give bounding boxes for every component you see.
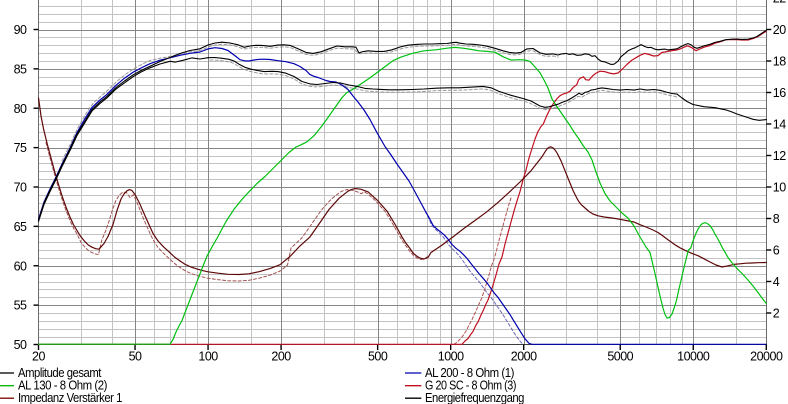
svg-text:18: 18 <box>773 55 786 69</box>
svg-text:14: 14 <box>773 118 786 132</box>
svg-text:1000: 1000 <box>438 349 464 363</box>
svg-text:55: 55 <box>14 299 27 313</box>
svg-text:10: 10 <box>773 181 786 195</box>
svg-text:4: 4 <box>773 275 780 289</box>
svg-text:500: 500 <box>368 349 388 363</box>
svg-text:12: 12 <box>773 149 786 163</box>
svg-text:2000: 2000 <box>511 349 537 363</box>
svg-text:20: 20 <box>773 23 786 37</box>
svg-text:100: 100 <box>198 349 218 363</box>
svg-text:65: 65 <box>14 220 27 234</box>
svg-text:90: 90 <box>14 23 27 37</box>
svg-text:50: 50 <box>129 349 142 363</box>
svg-text:16: 16 <box>773 86 786 100</box>
svg-text:10000: 10000 <box>677 349 710 363</box>
svg-text:5000: 5000 <box>607 349 633 363</box>
svg-text:2: 2 <box>773 307 780 321</box>
svg-text:60: 60 <box>14 259 27 273</box>
svg-text:AL 200 - 8 Ohm (1): AL 200 - 8 Ohm (1) <box>425 366 514 380</box>
svg-text:70: 70 <box>14 181 27 195</box>
svg-text:200: 200 <box>271 349 291 363</box>
svg-text:20: 20 <box>32 349 45 363</box>
svg-text:80: 80 <box>14 102 27 116</box>
svg-text:G 20 SC - 8 Ohm (3): G 20 SC - 8 Ohm (3) <box>425 379 516 393</box>
svg-text:50: 50 <box>14 338 27 352</box>
svg-text:AL 130 - 8 Ohm (2): AL 130 - 8 Ohm (2) <box>18 379 107 393</box>
svg-text:85: 85 <box>14 62 27 76</box>
svg-text:Energiefrequenzgang: Energiefrequenzgang <box>425 391 524 404</box>
svg-text:6: 6 <box>773 244 780 258</box>
svg-text:20000: 20000 <box>750 349 783 363</box>
svg-text:22: 22 <box>773 0 786 6</box>
svg-text:Impedanz Verstärker 1: Impedanz Verstärker 1 <box>18 391 122 404</box>
svg-text:75: 75 <box>14 141 27 155</box>
svg-text:8: 8 <box>773 212 780 226</box>
svg-text:Amplitude gesamt: Amplitude gesamt <box>18 366 102 380</box>
